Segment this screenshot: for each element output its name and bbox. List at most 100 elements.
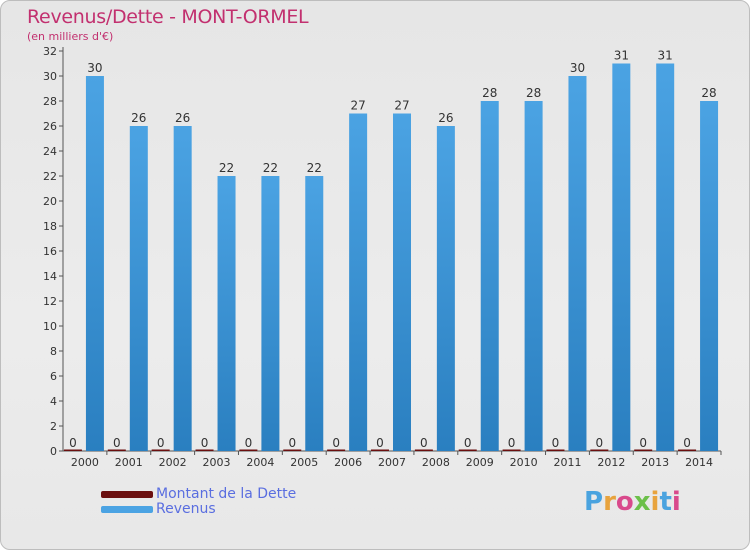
bar-dette xyxy=(678,449,697,451)
data-label-revenus: 22 xyxy=(307,161,322,175)
x-tick-label: 2002 xyxy=(159,456,187,469)
y-tick-label: 26 xyxy=(43,120,57,133)
data-label-dette: 0 xyxy=(113,436,121,450)
bar-revenus xyxy=(305,176,324,451)
data-label-revenus: 27 xyxy=(350,99,365,113)
bar-revenus xyxy=(85,76,104,451)
x-tick-label: 2006 xyxy=(334,456,362,469)
data-label-dette: 0 xyxy=(683,436,691,450)
data-label-revenus: 26 xyxy=(438,111,453,125)
data-label-revenus: 31 xyxy=(658,49,673,63)
data-label-revenus: 26 xyxy=(175,111,190,125)
proxiti-logo: Proxiti xyxy=(584,487,681,517)
bar-revenus xyxy=(612,63,631,451)
data-label-dette: 0 xyxy=(464,436,472,450)
bar-revenus xyxy=(656,63,675,451)
x-tick-label: 2012 xyxy=(597,456,625,469)
legend-label-dette: Montant de la Dette xyxy=(156,486,297,502)
x-tick-label: 2000 xyxy=(71,456,99,469)
bar-dette xyxy=(590,449,609,451)
y-tick-label: 4 xyxy=(50,395,57,408)
bar-revenus xyxy=(217,176,236,451)
data-label-revenus: 28 xyxy=(482,86,497,100)
y-tick-label: 10 xyxy=(43,320,57,333)
bar-dette xyxy=(283,449,302,451)
data-label-dette: 0 xyxy=(288,436,296,450)
data-label-dette: 0 xyxy=(420,436,428,450)
y-tick-label: 20 xyxy=(43,195,57,208)
data-label-dette: 0 xyxy=(201,436,209,450)
bar-revenus xyxy=(349,113,368,451)
logo-letter: x xyxy=(633,487,651,517)
x-tick-label: 2011 xyxy=(553,456,581,469)
data-label-dette: 0 xyxy=(376,436,384,450)
data-label-revenus: 30 xyxy=(570,61,585,75)
x-tick-label: 2010 xyxy=(510,456,538,469)
data-label-revenus: 26 xyxy=(131,111,146,125)
data-label-revenus: 28 xyxy=(701,86,716,100)
y-tick-label: 0 xyxy=(50,445,57,458)
bar-revenus xyxy=(261,176,280,451)
y-tick-label: 30 xyxy=(43,70,57,83)
bar-revenus xyxy=(524,101,543,451)
bar-revenus xyxy=(129,126,148,451)
chart-subtitle: (en milliers d'€) xyxy=(27,30,114,43)
x-tick-label: 2009 xyxy=(466,456,494,469)
bar-revenus xyxy=(568,76,587,451)
y-tick-label: 32 xyxy=(43,45,57,58)
bar-dette xyxy=(107,449,126,451)
legend-swatch-dette xyxy=(101,491,153,498)
data-label-revenus: 27 xyxy=(394,99,409,113)
bar-dette xyxy=(63,449,82,451)
bar-revenus xyxy=(393,113,411,451)
data-label-revenus: 30 xyxy=(87,61,102,75)
bar-dette xyxy=(371,449,389,451)
y-tick-label: 2 xyxy=(50,420,57,433)
bar-dette xyxy=(546,449,565,451)
y-tick-label: 28 xyxy=(43,95,57,108)
x-tick-label: 2008 xyxy=(422,456,450,469)
chart-title: Revenus/Dette - MONT-ORMEL xyxy=(27,6,309,28)
y-tick-label: 14 xyxy=(43,270,57,283)
bar-revenus xyxy=(700,101,719,451)
data-label-dette: 0 xyxy=(552,436,560,450)
y-tick-label: 18 xyxy=(43,220,57,233)
x-tick-label: 2001 xyxy=(115,456,143,469)
y-tick-label: 12 xyxy=(43,295,57,308)
x-tick-label: 2013 xyxy=(641,456,669,469)
y-tick-label: 22 xyxy=(43,170,57,183)
data-label-revenus: 22 xyxy=(219,161,234,175)
bar-dette xyxy=(327,449,346,451)
x-tick-label: 2014 xyxy=(685,456,713,469)
data-label-dette: 0 xyxy=(332,436,340,450)
bar-dette xyxy=(634,449,653,451)
y-tick-label: 8 xyxy=(50,345,57,358)
logo-letter: i xyxy=(650,487,660,517)
logo-letter: r xyxy=(603,487,616,517)
y-tick-label: 6 xyxy=(50,370,57,383)
bar-revenus xyxy=(173,126,192,451)
y-tick-label: 16 xyxy=(43,245,57,258)
data-label-dette: 0 xyxy=(245,436,253,450)
data-label-revenus: 22 xyxy=(263,161,278,175)
bar-dette xyxy=(502,449,521,451)
data-label-revenus: 28 xyxy=(526,86,541,100)
x-tick-label: 2007 xyxy=(378,456,406,469)
bar-dette xyxy=(458,449,477,451)
logo-letter: o xyxy=(615,487,634,517)
data-label-dette: 0 xyxy=(157,436,165,450)
bar-dette xyxy=(239,449,258,451)
bar-dette xyxy=(195,449,214,451)
data-label-revenus: 31 xyxy=(614,49,629,63)
data-label-dette: 0 xyxy=(508,436,516,450)
legend-label-revenus: Revenus xyxy=(156,501,216,517)
legend-swatch-revenus xyxy=(101,506,153,513)
x-tick-label: 2003 xyxy=(203,456,231,469)
bar-dette xyxy=(414,449,433,451)
y-tick-label: 24 xyxy=(43,145,57,158)
bar-revenus xyxy=(480,101,499,451)
logo-letter: P xyxy=(584,487,604,517)
logo-letter: t xyxy=(659,487,672,517)
